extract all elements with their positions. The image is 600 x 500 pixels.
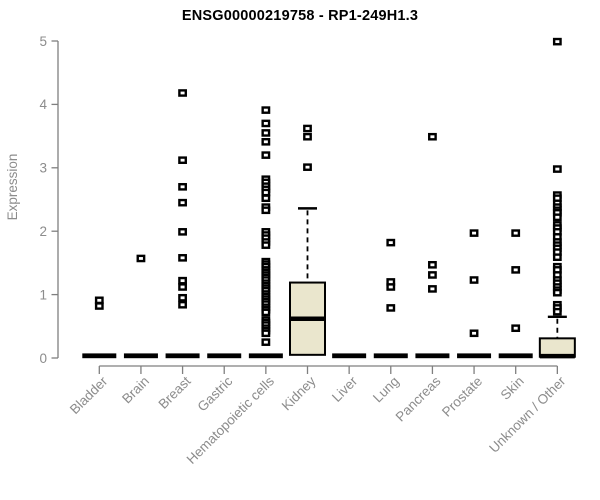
median-skin (498, 353, 533, 359)
outlier-point-unknown-other (552, 213, 562, 222)
outlier-point-bladder (94, 302, 104, 310)
outlier-point-hematopoietic-cells (261, 241, 271, 249)
outlier-point-breast (178, 183, 187, 191)
outlier-point-unknown-other (552, 165, 562, 173)
x-tick-label-unknown-other: Unknown / Other (486, 373, 569, 456)
y-tick-label: 1 (39, 287, 47, 302)
x-tick-label-kidney: Kidney (279, 373, 319, 413)
outlier-point-hematopoietic-cells (261, 119, 271, 128)
outlier-point-breast (178, 198, 187, 207)
outlier-point-hematopoietic-cells (261, 329, 271, 338)
x-tick-label-liver: Liver (329, 373, 361, 405)
outlier-point-prostate (469, 329, 479, 338)
x-tick-label-bladder: Bladder (67, 373, 111, 417)
outlier-point-skin (511, 324, 521, 333)
outlier-point-hematopoietic-cells (261, 106, 271, 114)
outlier-point-breast (178, 300, 187, 309)
outlier-point-lung (386, 304, 396, 312)
outlier-point-unknown-other (552, 253, 562, 261)
outlier-point-skin (511, 229, 521, 237)
median-liver (332, 353, 367, 359)
outlier-point-kidney (303, 163, 312, 171)
outlier-point-pancreas (428, 261, 437, 269)
x-tick-label-pancreas: Pancreas (393, 373, 444, 424)
outlier-point-hematopoietic-cells (261, 151, 271, 159)
outlier-point-prostate (469, 229, 479, 237)
outlier-point-pancreas (428, 271, 437, 279)
outlier-point-hematopoietic-cells (261, 338, 271, 346)
median-gastric (207, 353, 242, 359)
outlier-point-bladder (94, 296, 104, 305)
outlier-point-hematopoietic-cells (261, 206, 271, 215)
median-brain (123, 353, 158, 359)
y-tick-label: 3 (39, 161, 47, 176)
outlier-point-breast (178, 276, 187, 285)
y-tick-label: 4 (39, 97, 47, 112)
outlier-point-brain (136, 254, 146, 263)
y-tick-label: 2 (39, 224, 47, 239)
outlier-point-hematopoietic-cells (261, 129, 271, 137)
outlier-point-breast (178, 156, 187, 164)
outlier-point-lung (386, 238, 396, 247)
chart-title: ENSG00000219758 - RP1-249H1.3 (181, 8, 419, 24)
y-tick-label: 0 (39, 351, 47, 366)
median-pancreas (415, 353, 450, 359)
outlier-point-hematopoietic-cells (261, 138, 271, 146)
outlier-point-kidney (303, 124, 312, 133)
outlier-point-breast (178, 89, 187, 97)
outlier-point-kidney (303, 132, 312, 141)
outlier-point-hematopoietic-cells (261, 188, 271, 197)
outlier-point-pancreas (428, 285, 437, 293)
outlier-point-unknown-other (552, 307, 562, 316)
x-tick-label-prostate: Prostate (439, 374, 485, 420)
outlier-point-skin (511, 266, 521, 274)
x-tick-label-gastric: Gastric (194, 373, 235, 414)
outlier-point-breast (178, 228, 187, 236)
outlier-point-unknown-other (552, 37, 562, 46)
median-bladder (82, 353, 117, 359)
outlier-point-pancreas (428, 132, 437, 141)
median-prostate (457, 353, 492, 359)
outlier-point-breast (178, 283, 187, 291)
median-lung (373, 353, 408, 359)
median-breast (165, 353, 200, 359)
outlier-point-unknown-other (552, 288, 562, 297)
outlier-point-breast (178, 293, 187, 302)
outlier-point-hematopoietic-cells (261, 194, 271, 203)
median-hematopoietic-cells (248, 353, 283, 359)
x-tick-label-brain: Brain (119, 374, 152, 407)
x-tick-label-breast: Breast (155, 373, 193, 411)
x-tick-label-skin: Skin (498, 374, 527, 403)
outlier-point-breast (178, 254, 187, 262)
outlier-point-lung (386, 283, 396, 291)
y-tick-label: 5 (39, 34, 47, 49)
x-tick-label-lung: Lung (370, 374, 402, 406)
outlier-point-hematopoietic-cells (261, 308, 271, 317)
outlier-point-prostate (469, 276, 479, 284)
